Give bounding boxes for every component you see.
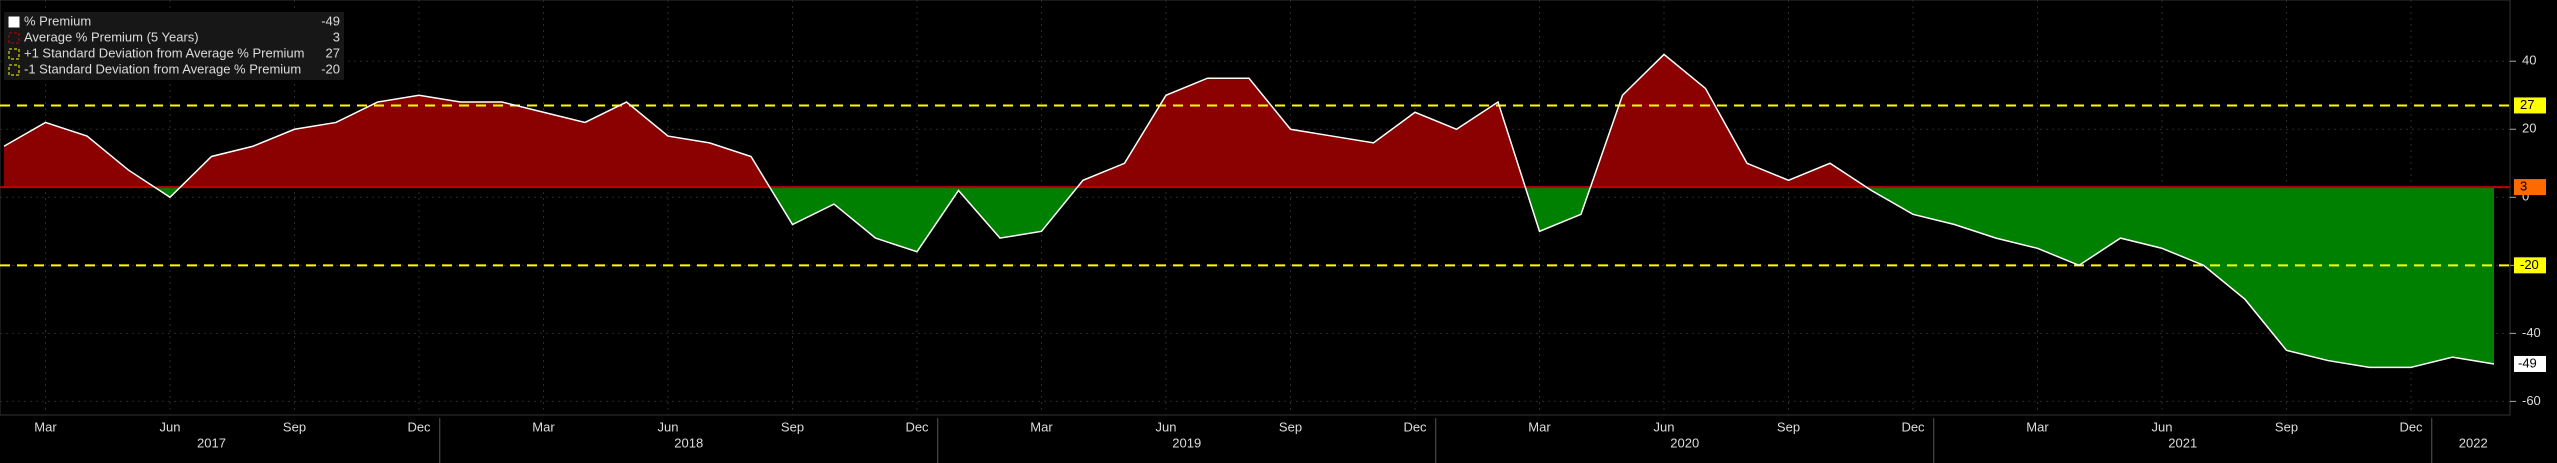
x-tick-label: Mar bbox=[532, 419, 555, 434]
reference-tag bbox=[2514, 179, 2546, 196]
premium-line bbox=[3, 53, 2495, 369]
x-tick-label: Sep bbox=[2275, 419, 2298, 434]
year-label: 2021 bbox=[2168, 435, 2197, 450]
y-tick-label: -40 bbox=[2522, 325, 2541, 340]
last-value-label: -49 bbox=[2518, 355, 2537, 370]
x-tick-label: Jun bbox=[658, 419, 679, 434]
x-tick-label: Dec bbox=[1901, 419, 1925, 434]
legend: % Premium -49 Average % Premium (5 Years) 3… bbox=[4, 12, 344, 80]
x-tick-label: Jun bbox=[1156, 419, 1177, 434]
last-value-tag bbox=[2514, 355, 2546, 372]
legend-label: % Premium bbox=[24, 13, 91, 28]
x-tick-label: Jun bbox=[1654, 419, 1675, 434]
legend-label: -1 Standard Deviation from Average % Pre… bbox=[24, 61, 301, 76]
x-tick-label: Mar bbox=[34, 419, 57, 434]
x-tick-label: Dec bbox=[1403, 419, 1427, 434]
y-tick-label: 40 bbox=[2522, 53, 2536, 68]
x-tick-label: Dec bbox=[407, 419, 431, 434]
reference-tag-label: -20 bbox=[2520, 257, 2539, 272]
x-tick-label: Dec bbox=[2399, 419, 2423, 434]
x-tick-label: Mar bbox=[1528, 419, 1551, 434]
legend-value: -49 bbox=[321, 13, 340, 28]
reference-tag bbox=[2514, 97, 2546, 114]
x-tick-label: Sep bbox=[781, 419, 804, 434]
x-tick-label: Dec bbox=[905, 419, 929, 434]
legend-label: Average % Premium (5 Years) bbox=[24, 29, 199, 44]
x-tick-label: Mar bbox=[1030, 419, 1053, 434]
legend-label: +1 Standard Deviation from Average % Pre… bbox=[24, 45, 304, 60]
legend-swatch bbox=[8, 16, 20, 28]
x-tick-label: Sep bbox=[1777, 419, 1800, 434]
y-tick-label: 20 bbox=[2522, 121, 2536, 136]
x-tick-label: Jun bbox=[160, 419, 181, 434]
legend-value: 3 bbox=[333, 29, 340, 44]
year-label: 2018 bbox=[674, 435, 703, 450]
reference-tag bbox=[2514, 257, 2546, 274]
legend-box bbox=[4, 12, 344, 80]
y-tick-label: -60 bbox=[2522, 393, 2541, 408]
reference-tag-label: 27 bbox=[2520, 97, 2534, 112]
legend-value: 27 bbox=[326, 45, 340, 60]
premium-fill-below bbox=[154, 187, 2494, 368]
year-label: 2019 bbox=[1172, 435, 1201, 450]
year-label: 2017 bbox=[197, 435, 226, 450]
legend-value: -20 bbox=[321, 61, 340, 76]
year-label: 2022 bbox=[2459, 435, 2488, 450]
premium-fill-above bbox=[4, 54, 2494, 188]
x-tick-label: Jun bbox=[2152, 419, 2173, 434]
legend-swatch bbox=[8, 48, 20, 60]
year-label: 2020 bbox=[1670, 435, 1699, 450]
legend-swatch bbox=[8, 32, 20, 44]
y-tick-label: 0 bbox=[2522, 189, 2529, 204]
x-tick-label: Sep bbox=[283, 419, 306, 434]
reference-tag-label: 3 bbox=[2520, 179, 2527, 194]
x-tick-label: Mar bbox=[2026, 419, 2049, 434]
x-tick-label: Sep bbox=[1279, 419, 1302, 434]
legend-swatch bbox=[8, 64, 20, 76]
